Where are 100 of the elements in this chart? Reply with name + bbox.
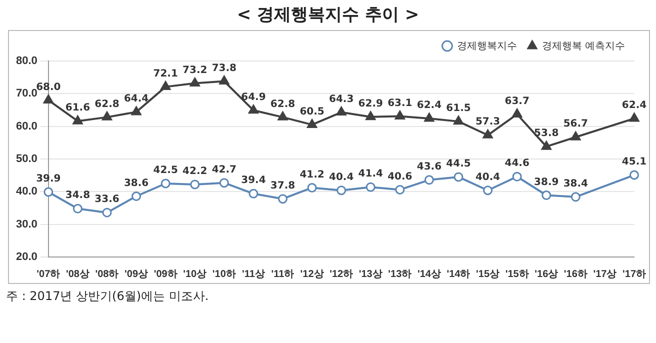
data-label: 64.9 <box>241 92 266 103</box>
data-label: 63.7 <box>504 96 530 107</box>
y-tick-label: 80.0 <box>16 55 38 68</box>
data-label: 44.5 <box>446 158 471 170</box>
data-label: 73.8 <box>212 62 237 74</box>
x-tick-label: '16하 <box>564 268 588 280</box>
point <box>336 106 346 116</box>
data-label: 40.4 <box>328 172 354 183</box>
data-label: 40.6 <box>388 171 412 182</box>
point <box>307 182 317 192</box>
data-label: 34.8 <box>65 190 90 202</box>
data-label: 38.6 <box>124 178 149 189</box>
data-label: 57.3 <box>475 116 500 128</box>
data-label: 62.4 <box>622 100 647 112</box>
data-label: 62.8 <box>94 98 120 110</box>
data-label: 38.9 <box>534 176 559 188</box>
y-tick-label: 50.0 <box>16 153 38 166</box>
data-label: 63.1 <box>388 98 412 109</box>
data-label: 39.9 <box>36 174 61 185</box>
x-tick-label: '15하 <box>505 268 529 280</box>
data-label: 42.7 <box>212 164 237 176</box>
point <box>483 186 493 196</box>
point <box>131 106 142 116</box>
point <box>395 184 405 194</box>
chart-title: < 경제행복지수 추이 > <box>236 4 420 27</box>
point <box>512 172 522 182</box>
point <box>44 187 54 197</box>
point <box>43 94 54 104</box>
x-tick-label: '11상 <box>242 268 265 280</box>
data-label: 61.5 <box>446 103 471 114</box>
data-label: 44.6 <box>504 158 530 170</box>
data-label: 41.4 <box>358 168 383 180</box>
point <box>160 178 170 188</box>
point <box>542 190 552 200</box>
data-label: 61.6 <box>65 102 90 114</box>
point <box>424 112 434 122</box>
data-label: 60.5 <box>300 106 324 118</box>
point <box>72 204 82 214</box>
data-label: 73.2 <box>182 64 208 76</box>
point <box>278 111 288 120</box>
data-label: 39.4 <box>241 175 266 186</box>
data-label: 42.5 <box>153 165 178 176</box>
y-tick-label: 70.0 <box>16 88 38 100</box>
data-label: 40.4 <box>475 172 500 183</box>
y-tick-label: 20.0 <box>16 251 38 264</box>
data-label: 64.3 <box>328 94 354 105</box>
data-label: 64.4 <box>124 94 149 105</box>
point <box>541 140 552 150</box>
x-tick-label: '15상 <box>476 268 500 280</box>
x-tick-label: '10하 <box>212 268 236 280</box>
x-tick-label: '12상 <box>300 268 324 280</box>
point <box>453 116 464 125</box>
text: 주 : 2017년 상반기(6월)에는 미조사. <box>6 288 210 305</box>
data-label: 62.9 <box>358 98 383 110</box>
point <box>482 129 493 138</box>
x-tick-label: '13하 <box>388 268 412 280</box>
x-tick-label: '08상 <box>66 268 90 280</box>
point <box>102 208 112 218</box>
point <box>394 110 405 120</box>
data-label: 53.8 <box>534 128 559 140</box>
x-tick-label: '09상 <box>124 268 148 280</box>
data-label: 43.6 <box>416 162 442 172</box>
data-label: 41.2 <box>300 169 324 180</box>
point <box>424 175 434 185</box>
data-label: 37.8 <box>270 180 296 192</box>
x-tick-label: '09하 <box>154 268 178 280</box>
data-label: 33.6 <box>94 194 120 206</box>
x-tick-label: '07하 <box>36 268 60 280</box>
point <box>336 186 346 196</box>
point <box>366 182 376 192</box>
point <box>219 76 230 85</box>
x-tick-label: '14상 <box>417 268 441 280</box>
x-tick-label: '12하 <box>330 268 354 280</box>
point <box>160 81 171 90</box>
x-tick-label: '08하 <box>95 268 119 280</box>
point <box>102 111 112 120</box>
point <box>219 178 229 188</box>
point <box>512 108 522 118</box>
x-tick-label: '10상 <box>183 268 207 280</box>
data-label: 42.2 <box>182 166 208 178</box>
point <box>570 131 581 140</box>
point <box>629 112 640 122</box>
point <box>306 118 318 128</box>
point <box>248 104 259 114</box>
data-label: 68.0 <box>36 82 61 93</box>
legend-label: 경제행복지수 <box>457 40 518 52</box>
x-tick-label: '14하 <box>446 268 470 280</box>
point <box>190 77 200 86</box>
x-tick-label: '16상 <box>534 268 558 280</box>
point <box>190 180 200 190</box>
x-tick-label: '17상 <box>593 268 617 280</box>
data-label: 62.4 <box>416 100 442 112</box>
point <box>366 111 376 120</box>
point <box>454 172 464 182</box>
y-tick-label: 40.0 <box>16 186 38 198</box>
point <box>72 115 83 124</box>
x-tick-label: '11하 <box>271 268 294 280</box>
legend-label: 경제행복 예측지수 <box>542 40 626 52</box>
point <box>132 191 142 201</box>
data-label: 56.7 <box>563 118 588 130</box>
